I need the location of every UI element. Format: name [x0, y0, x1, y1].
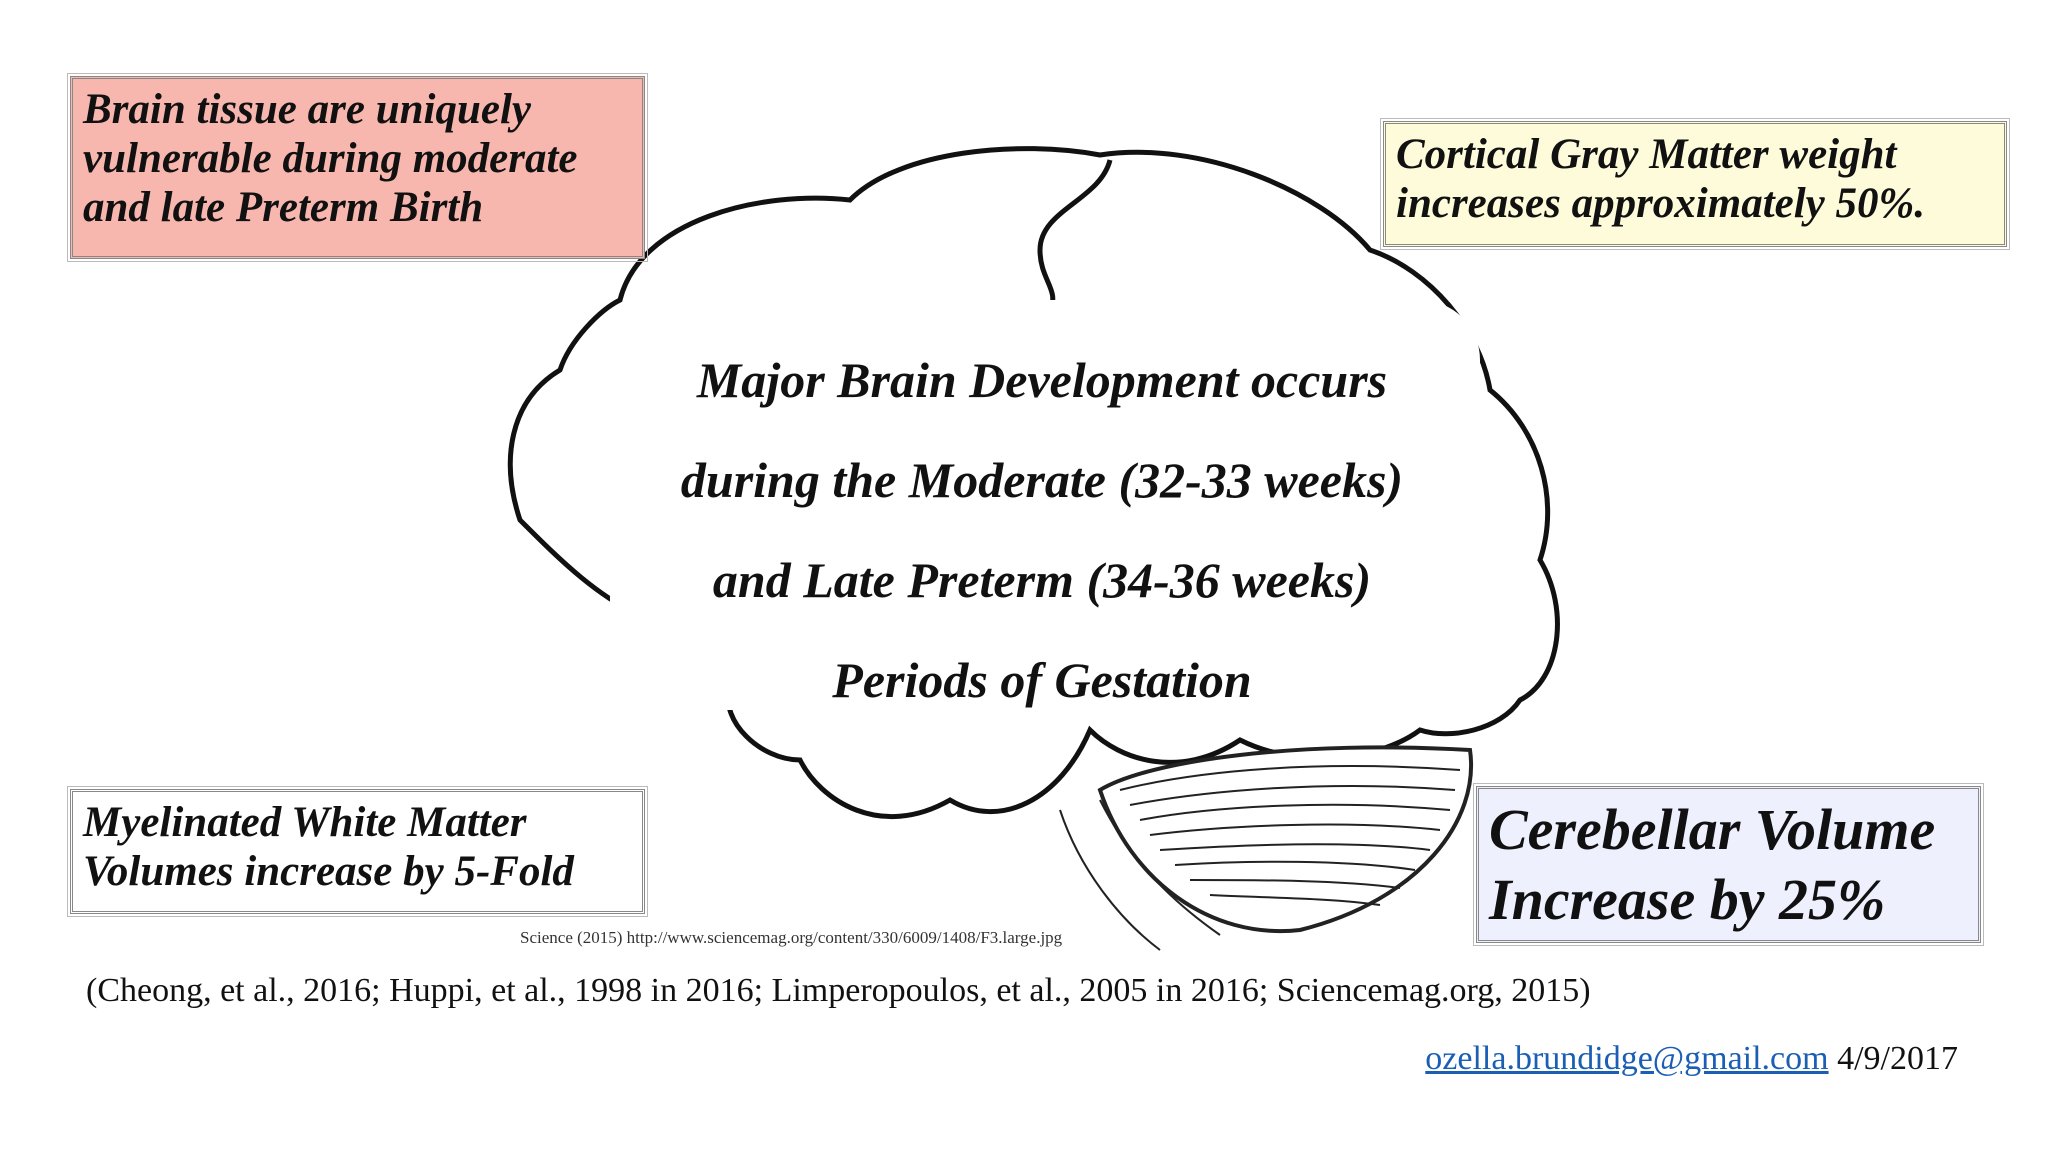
note-line: Myelinated White Matter	[83, 799, 527, 846]
statement-line: Major Brain Development occurs	[696, 352, 1388, 408]
note-box: Cerebellar Volume Increase by 25%	[1473, 783, 1984, 946]
note-line: Cerebellar Volume	[1489, 797, 1936, 862]
date: 4/9/2017	[1837, 1040, 1958, 1077]
statement-line: during the Moderate (32-33 weeks)	[680, 452, 1404, 508]
statement-line: Periods of Gestation	[832, 652, 1252, 708]
image-credit: Science (2015) http://www.sciencemag.org…	[520, 928, 1063, 947]
note-line: Cortical Gray Matter weight	[1396, 131, 1897, 178]
statement-line: and Late Preterm (34-36 weeks)	[712, 552, 1372, 608]
note-line: Brain tissue are uniquely	[83, 86, 532, 133]
note-line: increases approximately 50%.	[1396, 180, 1926, 228]
text-panel	[610, 300, 1480, 710]
note-line: vulnerable during moderate	[83, 135, 578, 183]
brain-sulcus	[1037, 159, 1113, 312]
footer: ozella.brundidge@gmail.com 4/9/2017	[1425, 1040, 1958, 1078]
note-box: Cortical Gray Matter weight increases ap…	[1380, 118, 2010, 250]
email-link[interactable]: ozella.brundidge@gmail.com	[1425, 1040, 1829, 1077]
citation: (Cheong, et al., 2016; Huppi, et al., 19…	[86, 972, 1591, 1009]
note-box: Myelinated White Matter Volumes increase…	[67, 786, 648, 917]
note-line: and late Preterm Birth	[83, 184, 484, 232]
note-line: Volumes increase by 5-Fold	[83, 848, 574, 896]
main-statement: Major Brain Development occurs during th…	[560, 330, 1524, 730]
note-line: Increase by 25%	[1489, 866, 1886, 932]
note-box: Brain tissue are uniquely vulnerable dur…	[67, 73, 648, 262]
cerebellum	[1097, 745, 1474, 934]
